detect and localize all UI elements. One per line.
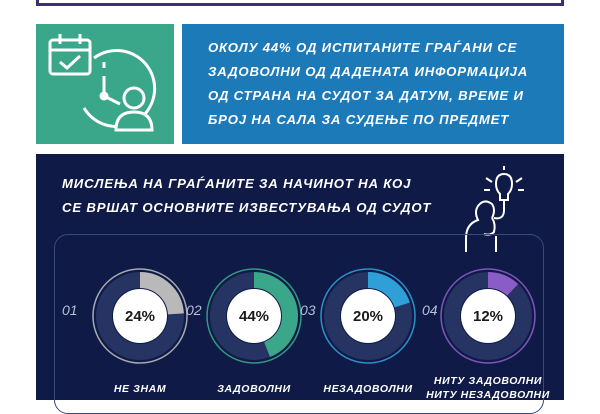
lightbulb-icon [465, 166, 524, 252]
schedule-icon-tile [36, 24, 174, 144]
clock-icon [82, 49, 157, 128]
result-ring-4: 12% [438, 266, 538, 366]
ring-center [113, 289, 167, 343]
result-ring-1: 24% [90, 266, 190, 366]
ring-outline [206, 268, 302, 364]
ring-outline [92, 268, 188, 364]
ring-center [227, 289, 281, 343]
ring-value-arc [324, 272, 412, 360]
panel-title: МИСЛЕЊА НА ГРАЃАНИТЕ ЗА НАЧИНОТ НА КОЈ С… [62, 176, 432, 215]
ring-outline [440, 268, 536, 364]
donut-chart-4 [440, 268, 536, 364]
top-frame-edge [36, 0, 564, 6]
item-number-1: 01 [62, 302, 78, 318]
percent-value-4: 12% [472, 307, 504, 325]
percent-value-2: 44% [238, 307, 270, 325]
ring-outline [320, 268, 416, 364]
ring-center [461, 289, 515, 343]
item-number-4: 04 [422, 302, 438, 318]
percent-value-3: 20% [352, 307, 384, 325]
ring-value-arc [210, 272, 298, 360]
category-label-2: ЗАДОВОЛНИ [217, 383, 291, 395]
opinions-panel: МИСЛЕЊА НА ГРАЃАНИТЕ ЗА НАЧИНОТ НА КОЈ С… [36, 154, 564, 414]
ring-value-arc [444, 272, 532, 360]
category-label-1: НЕ ЗНАМ [113, 383, 167, 395]
result-ring-2: 44% [204, 266, 304, 366]
percent-value-1: 24% [124, 307, 156, 325]
result-ring-3: 20% [318, 266, 418, 366]
ring-value-arc [96, 272, 184, 360]
highlight-text: ОКОЛУ 44% ОД ИСПИТАНИТЕ ГРАЃАНИ СЕ ЗАДОВ… [208, 40, 529, 127]
category-label-3: НЕЗАДОВОЛНИ [323, 383, 413, 395]
calendar-clock-person-icon [48, 34, 157, 132]
item-number-3: 03 [300, 302, 316, 318]
highlight-box: ОКОЛУ 44% ОД ИСПИТАНИТЕ ГРАЃАНИ СЕ ЗАДОВ… [182, 24, 564, 144]
calendar-check-icon [48, 34, 92, 76]
category-label-4: НИТУ ЗАДОВОЛНИ НИТУ НЕЗАДОВОЛНИ [426, 375, 550, 401]
donut-chart-1 [92, 268, 188, 364]
item-number-2: 02 [186, 302, 202, 318]
donut-chart-3 [320, 268, 416, 364]
donut-chart-2 [206, 268, 302, 364]
person-icon [114, 86, 154, 132]
ring-center [341, 289, 395, 343]
